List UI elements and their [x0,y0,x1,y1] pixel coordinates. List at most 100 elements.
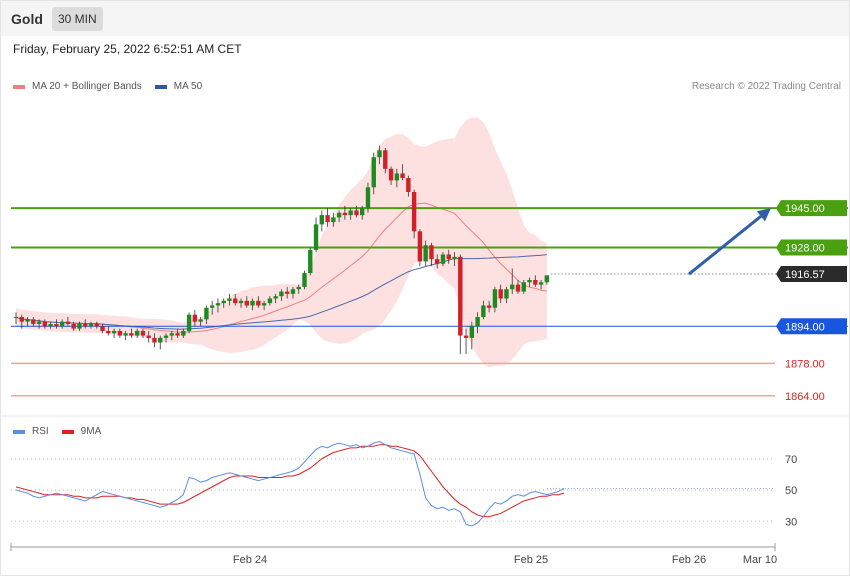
legend-swatch-ma20 [13,84,25,89]
candle-70 [417,229,423,267]
candle-body [65,321,71,324]
candle-78 [463,328,469,355]
candle-31 [192,310,198,327]
candle-body [406,178,411,192]
candle-91 [538,279,544,290]
candle-body [134,330,140,336]
candle-59 [354,205,359,218]
candle-body [521,282,526,292]
candle-body [169,333,174,336]
candle-15 [100,323,105,334]
candle-29 [181,328,186,338]
candle-body [342,212,348,216]
candle-body [106,330,111,334]
level-label-3: 1878.00 [785,358,825,370]
candle-body [313,224,319,250]
candle-64 [383,147,388,174]
forecast-arrow-head [756,208,771,222]
level-label-4: 1864.00 [785,391,825,403]
candle-body [54,323,59,327]
candle-body [469,326,475,338]
candle-73 [435,254,440,269]
candle-body [19,317,24,322]
candle-20 [129,328,134,338]
chart-datetime: Friday, February 25, 2022 6:52:51 AM CET [13,42,242,56]
candle-54 [325,208,330,227]
candle-body [233,298,238,304]
candle-18 [117,328,123,338]
candle-82 [486,300,492,313]
candle-9 [65,317,71,327]
candle-body [163,335,169,338]
legend-swatch-rsi [13,429,25,434]
candle-body [440,254,446,264]
candle-35 [215,298,221,313]
legend-label-rsi: RSI [32,426,49,437]
candle-body [504,289,509,299]
candle-body [31,319,36,324]
candle-53 [319,210,325,232]
candle-body [71,323,76,329]
candle-body [383,150,388,169]
candle-1 [19,314,24,329]
candle-body [261,303,267,306]
rsi-legend: RSI 9MA [13,426,114,437]
candle-body [198,319,203,322]
candle-body [152,337,157,343]
candle-65 [388,166,394,186]
candle-body [452,256,457,260]
candle-body [290,289,296,294]
candle-body [377,150,382,158]
candle-13 [88,321,94,329]
candle-body [429,245,434,260]
candle-body [181,330,186,336]
candle-32 [198,317,203,327]
candle-80 [475,312,480,334]
candle-75 [446,249,451,264]
candle-58 [348,208,353,220]
candle-body [175,333,180,336]
candle-body [336,212,342,218]
candle-body [59,321,65,327]
candle-2 [25,317,30,327]
legend-label-ma50: MA 50 [173,81,203,92]
rsi-tick-label-1: 50 [785,485,797,497]
candle-79 [469,321,475,350]
candle-52 [313,217,319,253]
candle-body [279,291,284,297]
candle-body [140,330,146,336]
rsi-line [15,441,565,527]
candle-body [209,305,215,308]
candle-body [331,217,336,223]
level-box-2 [776,318,847,335]
legend-swatch-9ma [61,429,74,434]
candle-44 [267,296,273,306]
candle-34 [209,300,215,315]
candle-body [77,323,82,329]
candle-66 [394,168,400,188]
candle-8 [59,319,65,329]
candle-22 [140,328,146,338]
candle-55 [331,212,336,227]
candle-body [394,173,400,181]
candle-body [302,273,307,287]
candle-37 [227,293,232,306]
legend-label-ma20: MA 20 + Bollinger Bands [32,81,142,92]
bollinger-band-area [16,117,547,368]
candle-body [446,254,451,260]
timeframe-badge[interactable]: 30 MIN [52,7,103,31]
rsi-tick-label-0: 70 [785,454,797,466]
candle-body [111,330,117,334]
candle-45 [273,293,278,304]
candle-body [348,210,353,216]
candle-body [400,173,405,179]
level-label-0: 1945.00 [785,203,825,215]
candle-77 [458,254,463,355]
level-box-1 [776,239,847,256]
candle-body [204,307,209,320]
candle-12 [83,319,88,329]
candle-body [123,333,128,336]
candle-60 [360,205,365,220]
candle-body [36,321,42,324]
